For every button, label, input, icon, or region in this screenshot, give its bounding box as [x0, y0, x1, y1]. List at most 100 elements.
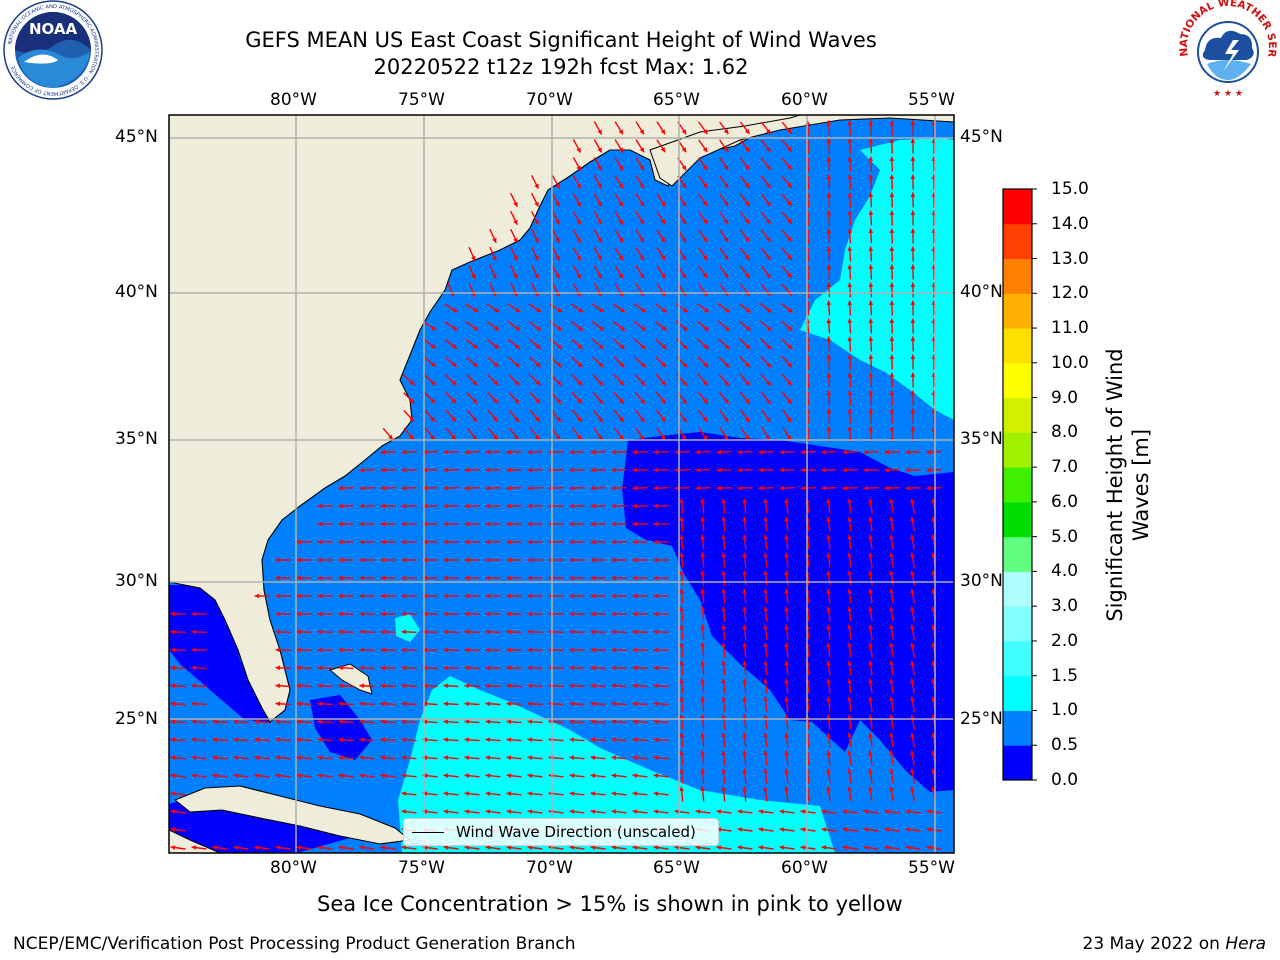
wind-wave-arrow — [700, 696, 706, 712]
wind-wave-arrow — [760, 193, 772, 207]
north-america-land — [169, 115, 801, 723]
wind-wave-arrow — [486, 338, 500, 350]
wind-wave-arrow — [614, 193, 624, 207]
wind-wave-arrow — [632, 503, 648, 509]
wind-wave-arrow — [868, 498, 873, 514]
wind-wave-arrow — [422, 737, 438, 743]
wind-wave-arrow — [758, 467, 774, 473]
wind-wave-arrow — [527, 773, 543, 779]
wind-wave-arrow — [847, 714, 852, 730]
wind-wave-arrow — [695, 485, 711, 491]
wind-wave-arrow — [635, 427, 645, 441]
wind-wave-arrow — [443, 449, 459, 455]
wind-wave-arrow — [695, 809, 711, 814]
wind-wave-arrow — [590, 485, 606, 491]
wind-wave-arrow — [719, 139, 729, 153]
wind-wave-arrow — [593, 139, 603, 153]
wind-wave-arrow — [444, 356, 458, 368]
wind-wave-arrow — [611, 701, 627, 707]
wind-wave-arrow — [401, 575, 417, 581]
wind-wave-arrow — [506, 755, 522, 761]
wind-wave-arrow — [760, 338, 772, 350]
wind-wave-arrow — [889, 750, 894, 766]
wind-wave-arrow — [700, 570, 706, 586]
wind-wave-arrow — [632, 665, 648, 671]
wind-wave-arrow — [868, 570, 873, 586]
wind-wave-arrow — [782, 409, 792, 423]
wind-wave-arrow — [800, 485, 816, 491]
colorbar-segment — [1003, 710, 1032, 746]
wind-wave-arrow — [632, 809, 648, 814]
wind-wave-arrow — [716, 449, 732, 455]
wind-wave-arrow — [784, 714, 789, 730]
wind-wave-arrow — [761, 409, 771, 423]
wind-wave-arrow — [569, 575, 585, 581]
wind-wave-arrow — [910, 264, 916, 280]
wind-wave-arrow — [779, 449, 795, 455]
wind-wave-arrow — [926, 845, 942, 850]
wind-wave-arrow — [444, 338, 458, 350]
wind-wave-arrow — [445, 409, 457, 423]
wind-wave-arrow — [800, 827, 816, 832]
wind-wave-arrow — [635, 211, 645, 225]
wind-wave-arrow — [910, 336, 916, 352]
wind-wave-arrow — [721, 606, 727, 622]
wind-wave-arrow — [613, 391, 625, 405]
wind-wave-arrow — [889, 660, 894, 676]
wind-wave-arrow — [191, 755, 207, 761]
wind-wave-arrow — [698, 427, 708, 441]
graticule — [169, 115, 954, 853]
wind-wave-arrow — [485, 755, 501, 761]
wind-wave-arrow — [632, 557, 648, 563]
wind-wave-arrow — [847, 192, 853, 208]
wind-wave-arrow — [464, 629, 480, 635]
wind-wave-arrow — [884, 485, 900, 491]
wind-wave-arrow — [527, 791, 543, 796]
wind-wave-arrow — [317, 503, 333, 509]
wind-wave-arrow — [737, 467, 753, 473]
wind-wave-arrow — [847, 282, 853, 298]
lat-label-right-40n: 40°N — [960, 282, 1003, 302]
wind-wave-arrow — [889, 156, 895, 172]
wind-wave-arrow — [464, 485, 480, 491]
wind-wave-arrow — [572, 229, 582, 243]
wind-wave-arrow — [359, 611, 375, 617]
footer-machine: Hera — [1225, 934, 1266, 954]
wind-wave-arrow — [593, 427, 603, 441]
wind-wave-arrow — [910, 138, 916, 154]
wind-wave-arrow — [401, 521, 417, 527]
wind-wave-arrow — [338, 737, 354, 743]
wind-wave-arrow — [380, 773, 396, 779]
wind-wave-arrow — [401, 773, 417, 779]
wind-wave-arrow — [679, 678, 685, 694]
wind-wave-arrow — [842, 485, 858, 491]
wind-wave-arrow — [889, 174, 895, 190]
wind-wave-arrow — [700, 768, 706, 784]
wind-wave-arrow — [338, 575, 354, 581]
wind-wave-arrow — [170, 629, 186, 635]
colorbar-tick-label: 14.0 — [1051, 213, 1089, 234]
wind-wave-arrow — [338, 485, 354, 491]
wind-wave-arrow — [847, 336, 853, 352]
wind-wave-arrow — [527, 611, 543, 617]
wind-wave-arrow — [212, 845, 228, 850]
wind-wave-arrow — [847, 768, 852, 784]
wind-wave-arrow — [401, 845, 417, 850]
wind-wave-arrow — [254, 773, 270, 779]
wind-wave-arrow — [422, 845, 438, 850]
wind-wave-arrow — [359, 719, 375, 725]
wind-wave-arrow — [698, 265, 708, 279]
wind-wave-arrow — [170, 827, 186, 832]
wind-wave-arrow — [719, 427, 729, 441]
low-wave-gulf — [169, 585, 270, 722]
wind-wave-arrow — [507, 356, 521, 368]
wind-wave-arrow — [632, 791, 648, 796]
wind-wave-arrow — [826, 336, 832, 352]
lon-label-top-75w: 75°W — [398, 90, 445, 110]
wind-wave-arrow — [905, 827, 921, 832]
wind-wave-arrow — [826, 120, 832, 136]
wind-wave-arrow — [485, 773, 501, 779]
lat-label-left-35n: 35°N — [115, 429, 158, 449]
wind-wave-arrow — [506, 521, 522, 527]
wind-wave-arrow — [760, 121, 772, 135]
